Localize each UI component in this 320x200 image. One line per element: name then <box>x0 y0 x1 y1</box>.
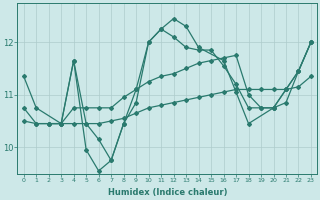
X-axis label: Humidex (Indice chaleur): Humidex (Indice chaleur) <box>108 188 227 197</box>
